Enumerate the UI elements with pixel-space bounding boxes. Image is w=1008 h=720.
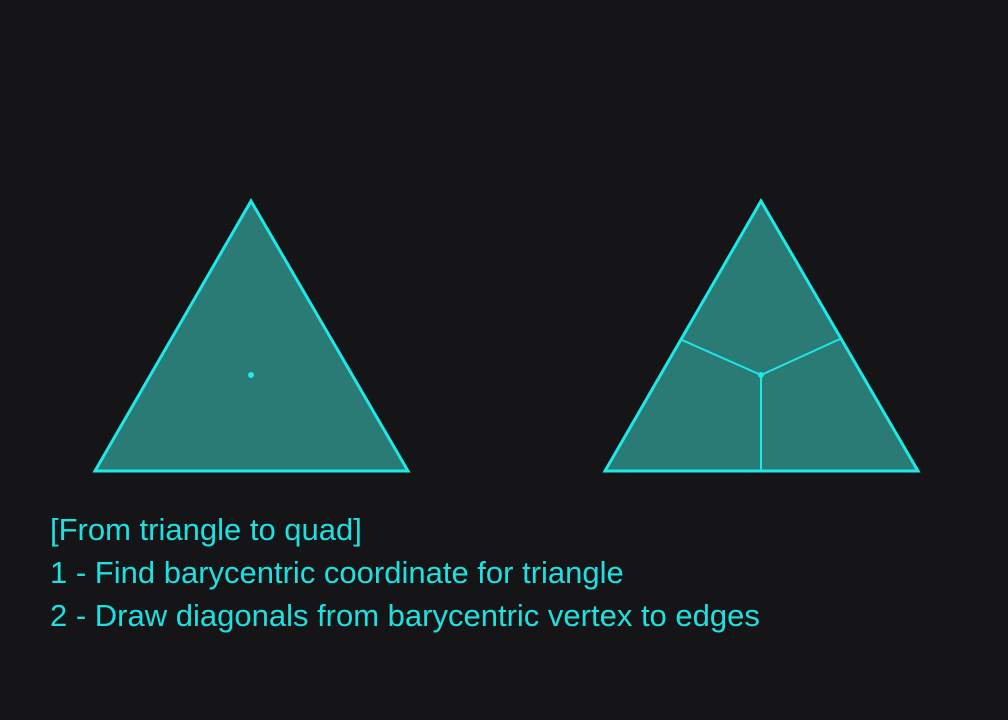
diagonal-right-edge	[760, 338, 841, 376]
source-triangle	[92, 198, 411, 473]
source-triangle-group	[92, 198, 411, 473]
barycentric-vertex	[758, 372, 764, 378]
caption-step-2: 2 - Draw diagonals from barycentric vert…	[50, 598, 760, 633]
caption-block: [From triangle to quad] 1 - Find barycen…	[50, 508, 990, 637]
caption-title: [From triangle to quad]	[50, 512, 362, 547]
diagonal-left-edge	[681, 339, 762, 376]
caption-step-1: 1 - Find barycentric coordinate for tria…	[50, 555, 624, 590]
barycenter-point	[248, 372, 254, 378]
quad-split-triangle-group	[602, 198, 921, 473]
